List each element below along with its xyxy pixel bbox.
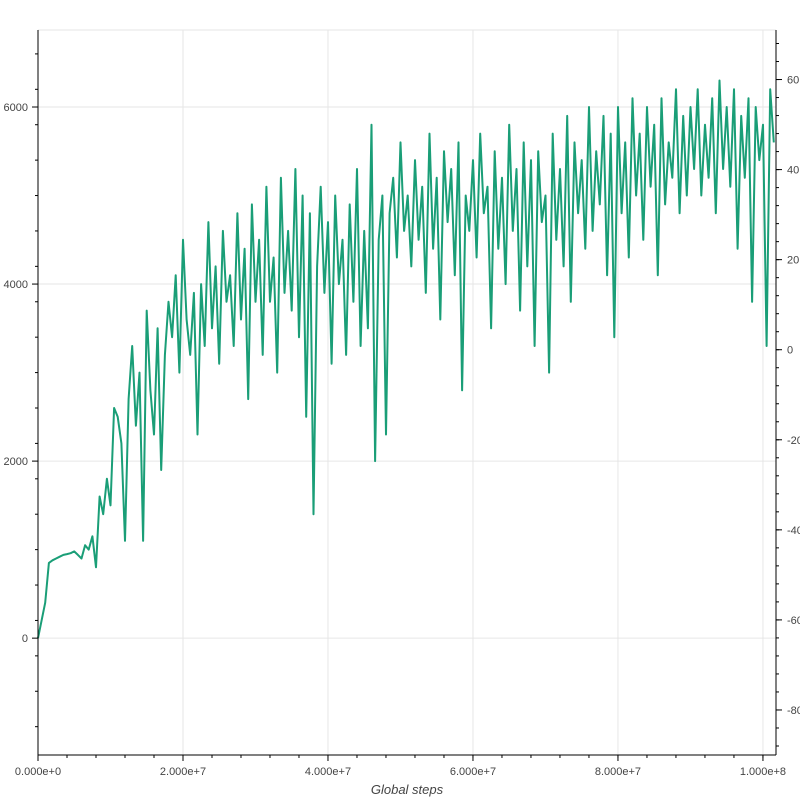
y2-tick-label: 60 <box>787 75 799 87</box>
x-axis-label: Global steps <box>371 782 444 797</box>
x-tick-label: 6.000e+7 <box>450 766 496 778</box>
y2-tick-label: 40 <box>787 165 799 177</box>
x-tick-label: 2.000e+7 <box>160 766 206 778</box>
y2-tick-label: -20 <box>787 435 800 447</box>
y2-tick-label: 20 <box>787 255 799 267</box>
plot-area <box>37 79 775 639</box>
y-tick-label: 4000 <box>4 279 28 291</box>
x-tick-label: 8.000e+7 <box>595 766 641 778</box>
grid <box>37 29 776 755</box>
y2-tick-label: -80 <box>787 705 800 717</box>
y2-tick-label: -60 <box>787 615 800 627</box>
y-tick-label: 2000 <box>4 456 28 468</box>
x-tick-label: 4.000e+7 <box>305 766 351 778</box>
y2-tick-label: -40 <box>787 525 800 537</box>
y2-tick-label: 0 <box>787 345 793 357</box>
x-tick-label: 1.000e+8 <box>740 766 786 778</box>
x-tick-label: 0.000e+0 <box>15 766 61 778</box>
y-tick-label: 6000 <box>4 102 28 114</box>
axes: 0.000e+0 2.000e+7 4.000e+7 6.000e+7 8.000e+7… <box>4 30 800 778</box>
y-tick-label: 0 <box>22 633 28 645</box>
series-line <box>37 79 775 639</box>
